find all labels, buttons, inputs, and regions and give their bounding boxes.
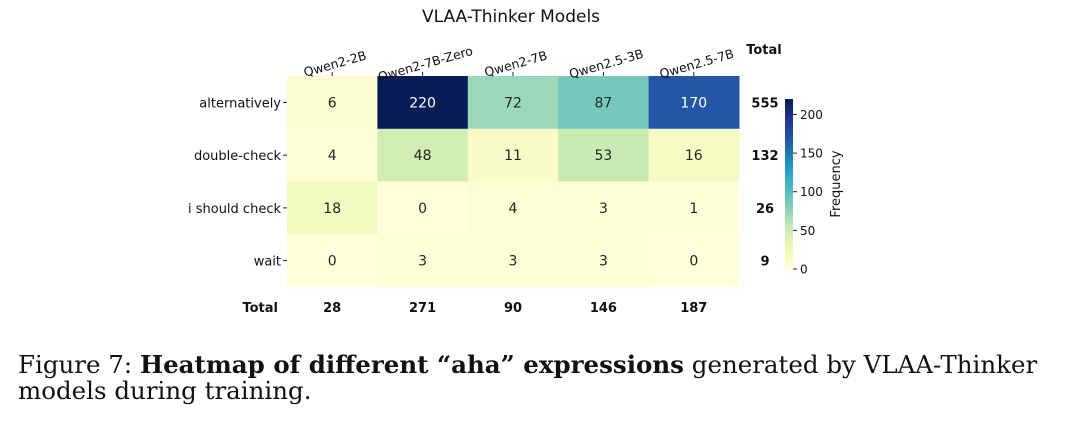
cell-value-label: 48 [414, 148, 432, 164]
row-total-value: 555 [751, 96, 778, 111]
colorbar-tick-label: 100 [800, 185, 823, 199]
chart-title: VLAA-Thinker Models [422, 7, 600, 27]
cell-value-label: 3 [599, 254, 608, 270]
heatmap-figure: VLAA-Thinker Models 6 220 72 87 170 4 48 11 53 16… [188, 7, 844, 316]
cell-value-label: 3 [509, 254, 518, 270]
heatmap-cell [287, 128, 378, 182]
colorbar: 0 50 100 150 200 Frequency [785, 99, 844, 277]
heatmap-cell [377, 128, 469, 182]
heatmap-cell [287, 76, 378, 130]
cell-value-label: 170 [680, 95, 707, 111]
row-total-value: 132 [751, 149, 778, 164]
heatmap-cell [467, 76, 559, 130]
heatmap-cell [558, 181, 650, 235]
colorbar-tick-label: 150 [800, 147, 823, 161]
row-total-value: 26 [756, 202, 774, 217]
heatmap-cell [558, 76, 650, 130]
heatmap-cell [558, 234, 650, 288]
colorbar-tick-label: 50 [800, 224, 815, 238]
caption-prefix: Figure 7: [18, 350, 140, 379]
heatmap-cell [467, 128, 559, 182]
column-total-value: 28 [323, 301, 341, 316]
caption-rest: generated by VLAA-Thinker models during … [18, 350, 1038, 405]
total-row-label: Total [242, 301, 278, 316]
heatmap-cell [648, 76, 740, 130]
column-label: Qwen2-7B [483, 48, 549, 80]
row-labels: alternatively double-check i should check w… [188, 96, 287, 270]
cell-value-label: 11 [504, 148, 522, 164]
cell-value-label: 1 [689, 201, 698, 217]
cell-value-label: 18 [323, 201, 341, 217]
heatmap-cells: 6 220 72 87 170 4 48 11 53 16 18 0 4 3 1 0 3 3 3 0 [287, 76, 740, 288]
column-label: Qwen2-2B [302, 48, 368, 80]
cell-value-label: 4 [328, 148, 337, 164]
heatmap-cell [467, 181, 559, 235]
cell-value-label: 0 [418, 201, 427, 217]
cell-value-label: 16 [685, 148, 703, 164]
figure-caption: Figure 7: Heatmap of different “aha” exp… [18, 352, 1068, 404]
colorbar-label: Frequency [829, 150, 844, 217]
heatmap-cell [648, 234, 740, 288]
total-header-label: Total [746, 43, 782, 58]
column-total-value: 271 [409, 301, 436, 316]
heatmap-cell [287, 234, 378, 288]
column-total-value: 146 [590, 301, 617, 316]
heatmap-cell [467, 234, 559, 288]
heatmap-cell [377, 76, 469, 130]
cell-value-label: 4 [509, 201, 518, 217]
caption-bold: Heatmap of different “aha” expressions [139, 350, 684, 379]
colorbar-gradient [785, 99, 793, 269]
cell-value-label: 87 [594, 95, 612, 111]
row-label: i should check [188, 202, 281, 217]
cell-value-label: 53 [594, 148, 612, 164]
cell-value-label: 6 [328, 95, 337, 111]
cell-value-label: 0 [328, 254, 337, 270]
colorbar-tick-label: 0 [800, 263, 808, 277]
row-total-value: 9 [760, 255, 769, 270]
colorbar-tick-label: 200 [800, 108, 823, 122]
heatmap-cell [377, 234, 469, 288]
cell-value-label: 220 [409, 95, 436, 111]
column-total-value: 187 [680, 301, 707, 316]
heatmap-cell [558, 128, 650, 182]
row-label: double-check [194, 149, 282, 164]
cell-value-label: 72 [504, 95, 522, 111]
cell-value-label: 3 [599, 201, 608, 217]
heatmap-cell [287, 181, 378, 235]
heatmap-cell [648, 181, 740, 235]
cell-value-label: 3 [418, 254, 427, 270]
heatmap-cell [377, 181, 469, 235]
column-total-value: 90 [504, 301, 522, 316]
row-label: wait [254, 255, 281, 270]
row-label: alternatively [199, 96, 281, 111]
heatmap-cell [648, 128, 740, 182]
cell-value-label: 0 [689, 254, 698, 270]
